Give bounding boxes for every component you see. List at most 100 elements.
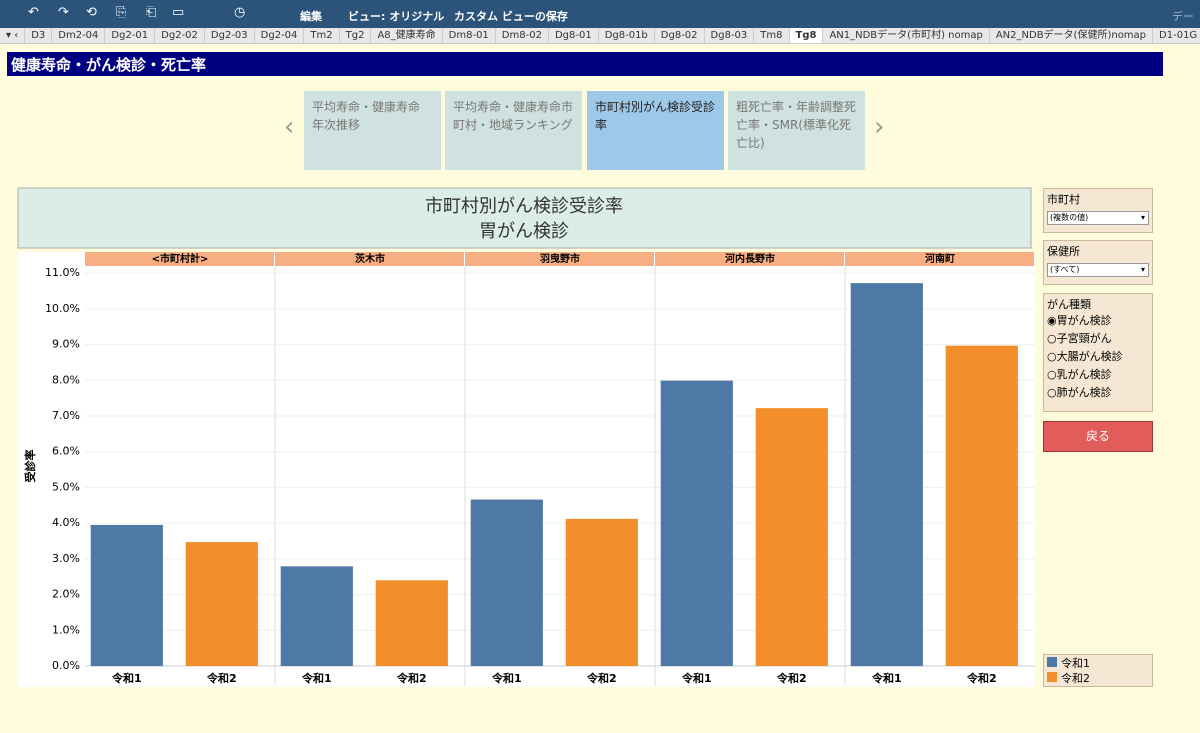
sheet-tab[interactable]: Dm8-01 [443,28,496,43]
x-tick-label: 令和1 [491,671,522,685]
sheet-tab[interactable]: D1-01G [1153,28,1200,43]
nav-card[interactable]: 粗死亡率・年齢調整死亡率・SMR(標準化死亡比) [728,91,865,170]
x-tick-label: 令和2 [586,671,617,685]
y-tick-label: 9.0% [52,338,80,351]
facet-header [85,252,274,266]
legend-swatch [1047,657,1057,667]
toolbar-button[interactable]: 編集 [300,10,322,23]
filter-label: 市町村 [1047,193,1080,206]
y-tick-label: 0.0% [52,659,80,672]
dropdown[interactable]: (すべて) ▾ [1047,263,1149,277]
x-tick-label: 令和2 [396,671,427,685]
y-tick-label: 6.0% [52,445,80,458]
bar [470,499,543,666]
toolbar-icon[interactable]: ▭ [172,5,185,20]
toolbar-icon[interactable]: ⎗ [146,5,157,20]
sheet-tab[interactable]: Dg8-01b [599,28,655,43]
radio-label: 子宮頸がん [1056,332,1112,345]
nav-card[interactable]: 市町村別がん検診受診率 [587,91,724,170]
legend: 令和1 令和2 [1043,654,1153,687]
radio-option[interactable]: ○子宮頸がん [1047,330,1149,348]
legend-entry: 令和1 [1047,656,1149,671]
radio-label: 乳がん検診 [1056,368,1112,381]
sheet-tab[interactable]: AN2_NDBデータ(保健所)nomap [990,28,1154,43]
sheet-tab[interactable]: AN1_NDBデータ(市町村) nomap [823,28,990,43]
toolbar-button[interactable]: カスタム ビューの保存 [454,10,568,23]
sheet-tab[interactable]: Tm2 [304,28,340,43]
back-button[interactable]: 戻る [1043,421,1153,452]
y-tick-label: 10.0% [45,302,80,315]
filter-box: 保健所 (すべて) ▾ [1043,240,1153,285]
toolbar-icon[interactable]: ↷ [58,5,69,20]
toolbar-icon[interactable]: ⟲ [86,5,97,20]
nav-card[interactable]: 平均寿命・健康寿命 年次推移 [304,91,441,170]
dropdown-arrow: ▾ [1140,265,1145,274]
x-tick-label: 令和2 [966,671,997,685]
y-axis-title: 受診率 [23,450,37,483]
y-tick-label: 7.0% [52,409,80,422]
sheet-tab[interactable]: Tm8 [754,28,790,43]
sheet-tab[interactable]: Dm8-02 [496,28,549,43]
sheet-tab[interactable]: Dg2-02 [155,28,205,43]
sheet-tab[interactable]: Dm2-04 [52,28,106,43]
dashboard-header: 健康寿命・がん検診・死亡率 [7,52,1163,76]
x-tick-label: 令和2 [776,671,807,685]
sheet-tab[interactable]: Tg8 [789,28,824,43]
toolbar-icon[interactable]: ↶ [28,5,39,20]
sheet-tab[interactable]: Dg8-01 [549,28,599,43]
bar [850,283,923,666]
radio-option[interactable]: ○大腸がん検診 [1047,348,1149,366]
x-tick-label: 令和1 [681,671,712,685]
radio: ◉ [1047,314,1057,327]
toolbar: ↶ ↷ ⟲ ⎘ ⎗ ▭ ◷ 編集 ビュー: オリジナル カスタム ビューの保存 デー [0,0,1200,28]
toolbar-button[interactable]: デー [1172,10,1194,23]
sheet-tab[interactable]: Dg2-01 [105,28,156,43]
toolbar-icon[interactable]: ⎘ [116,5,127,20]
nav-card[interactable]: 平均寿命・健康寿命市町村・地域ランキング [445,91,582,170]
sheet-tab[interactable]: Dg2-04 [255,28,305,43]
filter-box: 市町村 (複数の値) ▾ [1043,188,1153,233]
sheet-tab[interactable]: D3 [25,28,53,43]
y-tick-label: 3.0% [52,552,80,565]
nav-next[interactable]: › [874,112,885,142]
chart-title: 市町村別がん検診受診率 [425,196,623,217]
filter-label: 保健所 [1047,245,1080,258]
y-tick-label: 5.0% [52,480,80,493]
radio-option[interactable]: ◉胃がん検診 [1047,312,1149,330]
radio-option[interactable]: ○乳がん検診 [1047,366,1149,384]
bar [660,380,733,666]
facet-label: 河内長野市 [725,252,775,265]
y-tick-label: 4.0% [52,516,80,529]
facet-header [275,252,464,266]
sheet-tab[interactable]: Tg2 [340,28,372,43]
dropdown-arrow: ▾ [1140,213,1145,222]
sheet-tab[interactable]: Dg8-03 [705,28,755,43]
sheet-tab[interactable]: A8_健康寿命 [371,28,443,43]
filter-box: がん種類 ◉胃がん検診 ○子宮頸がん ○大腸がん検診 ○乳がん検診 ○肺がん検診 [1043,293,1153,412]
chart: 市町村別がん検診受診率 胃がん検診 受診率 0.0% 1.0% 2.0% 3.0% 4.… [17,187,1035,686]
legend-label: 令和1 [1061,657,1090,670]
legend-label: 令和2 [1061,672,1090,685]
filter-label: がん種類 [1047,298,1091,311]
dropdown[interactable]: (複数の値) ▾ [1047,211,1149,225]
chart-title-box [17,187,1032,249]
sheet-tabs: ▾ ‹ D3 Dm2-04 Dg2-01 Dg2-02 Dg2-03 Dg2-04 Tm2 Tg… [0,28,1200,44]
radio-option[interactable]: ○肺がん検診 [1047,384,1149,402]
facet-header [465,252,654,266]
toolbar-button[interactable]: ビュー: オリジナル [348,10,445,23]
y-tick-label: 2.0% [52,588,80,601]
radio-label: 胃がん検診 [1056,314,1112,327]
sheet-tab[interactable]: Dg8-02 [655,28,705,43]
tab-scroll[interactable]: ▾ ‹ [0,28,26,43]
nav-prev[interactable]: ‹ [284,112,295,142]
sheet-tab[interactable]: Dg2-03 [205,28,255,43]
facet-header [845,252,1034,266]
bar [755,408,828,666]
radio: ○ [1047,332,1057,345]
bar [280,566,353,666]
toolbar-icon[interactable]: ◷ [234,5,246,20]
y-tick-label: 8.0% [52,373,80,386]
facet-label: 茨木市 [355,252,385,265]
facet-label: 羽曳野市 [540,252,580,265]
